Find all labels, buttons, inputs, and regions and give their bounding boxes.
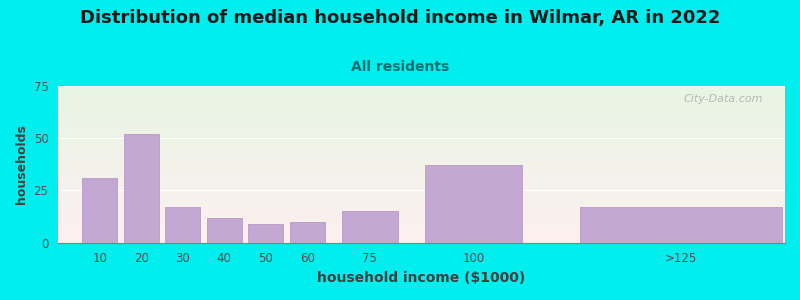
X-axis label: household income ($1000): household income ($1000): [318, 271, 526, 285]
Y-axis label: households: households: [15, 124, 28, 204]
Bar: [342, 212, 398, 243]
Bar: [206, 218, 242, 243]
Bar: [165, 207, 201, 243]
Bar: [581, 207, 782, 243]
Bar: [82, 178, 118, 243]
Bar: [290, 222, 325, 243]
Bar: [248, 224, 283, 243]
Text: Distribution of median household income in Wilmar, AR in 2022: Distribution of median household income …: [80, 9, 720, 27]
Text: City-Data.com: City-Data.com: [684, 94, 763, 104]
Bar: [425, 165, 522, 243]
Text: All residents: All residents: [351, 60, 449, 74]
Bar: [123, 134, 159, 243]
